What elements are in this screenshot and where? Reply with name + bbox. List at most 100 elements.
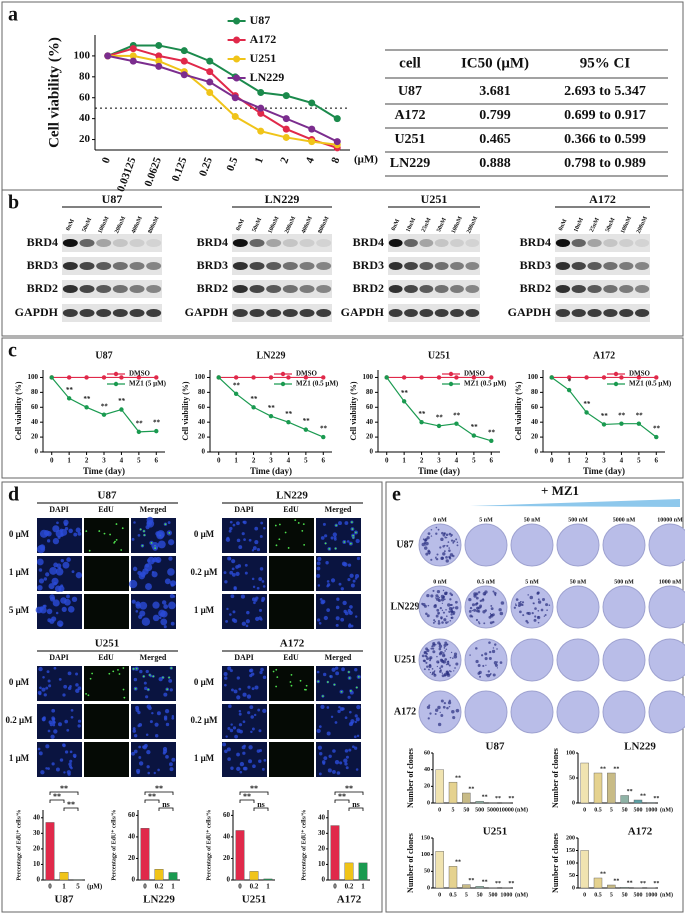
nucleus bbox=[137, 724, 141, 728]
colony bbox=[442, 705, 446, 709]
nucleus bbox=[75, 572, 83, 579]
legend-label: U87 bbox=[250, 13, 271, 27]
nucleus bbox=[70, 766, 73, 770]
nucleus bbox=[251, 727, 255, 731]
x-tick-label: 2 bbox=[585, 457, 589, 465]
y-axis-label: Cell viability (%) bbox=[181, 381, 190, 440]
y-tick-label: 80 bbox=[531, 388, 539, 396]
nucleus bbox=[350, 721, 354, 725]
significance: ** bbox=[135, 419, 143, 427]
nucleus bbox=[55, 767, 60, 772]
blot-strip bbox=[62, 280, 162, 298]
bar bbox=[59, 872, 69, 881]
nucleus bbox=[345, 755, 349, 759]
colony bbox=[445, 648, 448, 651]
colony bbox=[427, 532, 431, 535]
nucleus bbox=[72, 753, 77, 758]
colony bbox=[468, 597, 472, 602]
series-marker bbox=[129, 45, 137, 53]
blot-band bbox=[79, 262, 95, 270]
protein-label: BRD3 bbox=[197, 258, 228, 272]
colony bbox=[435, 532, 438, 535]
colony bbox=[537, 598, 540, 601]
blot-band bbox=[266, 262, 282, 270]
blot-band bbox=[266, 239, 282, 247]
y-axis-label: Cell viability (%) bbox=[349, 381, 358, 440]
culture-dish bbox=[602, 638, 646, 682]
colony bbox=[440, 699, 444, 703]
nucleus bbox=[236, 538, 241, 543]
colony bbox=[435, 526, 438, 529]
bar bbox=[140, 828, 150, 881]
nucleus bbox=[237, 564, 242, 568]
significance: ** bbox=[250, 395, 258, 403]
blot-strip bbox=[555, 257, 650, 275]
dose-label: 1 μM bbox=[9, 567, 30, 577]
edu-spot bbox=[284, 531, 287, 534]
colony bbox=[513, 606, 516, 609]
x-tick-label: 1 bbox=[67, 457, 71, 465]
edu-spot bbox=[274, 524, 277, 527]
panel-label: b bbox=[8, 192, 19, 214]
significance: ** bbox=[600, 766, 606, 772]
nucleus bbox=[169, 767, 174, 772]
colony-dose: 500 nM bbox=[568, 517, 588, 523]
channel-label: DAPI bbox=[234, 505, 254, 514]
x-tick-label: 50 bbox=[622, 807, 628, 813]
nucleus bbox=[258, 577, 263, 581]
edu-spot bbox=[289, 681, 292, 683]
x-tick-label: 0.03125 bbox=[115, 155, 139, 193]
y-tick-label: 100 bbox=[421, 852, 430, 858]
nucleus bbox=[62, 743, 66, 748]
blot-band bbox=[146, 285, 162, 293]
nucleus bbox=[131, 599, 136, 604]
nucleus bbox=[258, 616, 262, 620]
y-tick-label: 0 bbox=[427, 885, 430, 891]
nucleus bbox=[262, 585, 266, 588]
colony bbox=[443, 647, 446, 649]
x-tick-label: 5 bbox=[472, 457, 476, 465]
colony bbox=[444, 641, 448, 645]
culture-dish bbox=[648, 523, 685, 567]
series-marker bbox=[216, 375, 221, 380]
micrograph bbox=[84, 704, 129, 739]
nucleus bbox=[328, 754, 332, 758]
lane-label: 25nM bbox=[589, 217, 601, 233]
colony bbox=[546, 609, 548, 611]
blot-band bbox=[249, 285, 265, 293]
lane-label: 50nM bbox=[436, 217, 448, 233]
micrograph bbox=[84, 742, 129, 777]
colony bbox=[477, 591, 481, 594]
panel-label: e bbox=[392, 484, 401, 506]
nucleus bbox=[258, 608, 263, 612]
blot-band bbox=[129, 262, 145, 270]
legend-marker bbox=[233, 36, 241, 44]
colony bbox=[544, 614, 547, 617]
nucleus bbox=[165, 754, 169, 759]
colony bbox=[448, 705, 451, 708]
channel-label: EdU bbox=[283, 505, 299, 514]
y-tick-label: 40 bbox=[128, 833, 136, 841]
nucleus bbox=[40, 546, 45, 551]
nucleus bbox=[42, 676, 45, 679]
nucleus bbox=[256, 547, 261, 552]
comparison-bracket bbox=[239, 791, 269, 795]
series-marker bbox=[401, 399, 407, 404]
series-marker bbox=[549, 375, 554, 380]
edu-spot bbox=[333, 683, 336, 686]
series-marker bbox=[257, 89, 265, 96]
nucleus bbox=[66, 728, 70, 732]
nucleus bbox=[232, 610, 236, 614]
x-tick-label: 5 bbox=[465, 892, 468, 898]
colony bbox=[425, 541, 429, 546]
colony bbox=[441, 672, 444, 674]
channel-label: DAPI bbox=[49, 653, 69, 662]
significance: ** bbox=[401, 389, 409, 397]
series-marker bbox=[654, 434, 659, 440]
y-tick-label: 80 bbox=[198, 388, 206, 396]
blot-band bbox=[465, 262, 480, 270]
nucleus bbox=[60, 584, 64, 588]
series-marker bbox=[419, 375, 424, 380]
edu-spot bbox=[348, 677, 351, 679]
nucleus bbox=[236, 752, 240, 757]
